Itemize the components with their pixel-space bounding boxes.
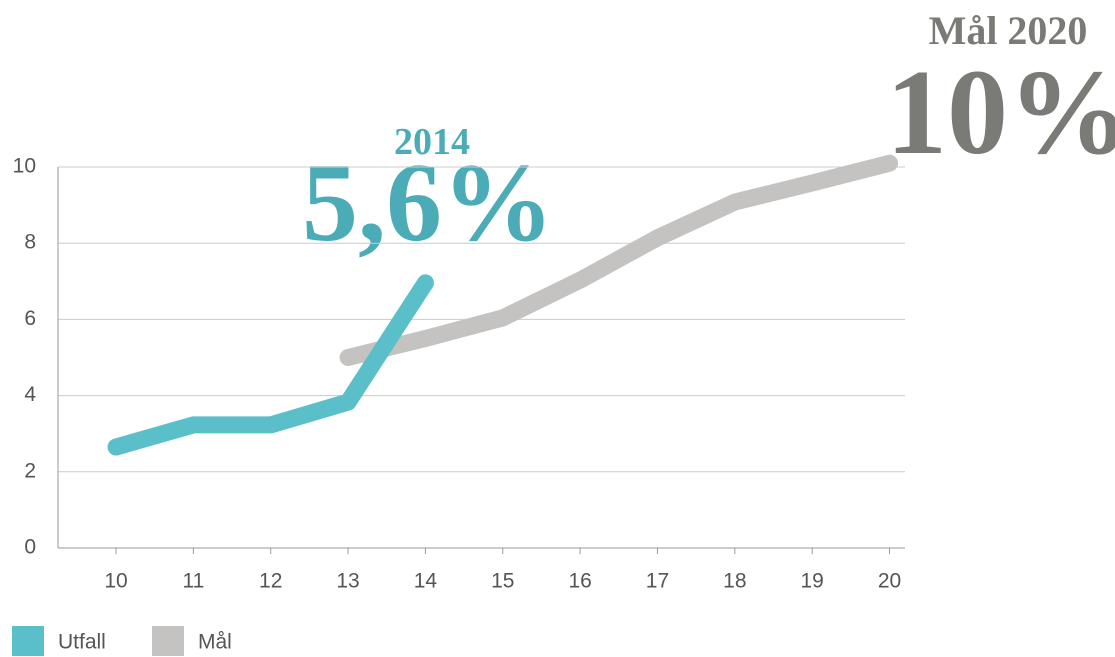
x-tick-label: 15 <box>491 570 514 593</box>
x-tick-label: 10 <box>104 570 127 593</box>
y-tick-label: 6 <box>24 307 36 330</box>
x-tick-label: 13 <box>336 570 359 593</box>
legend-label: Mål <box>198 631 232 654</box>
x-tick-label: 12 <box>259 570 282 593</box>
x-tick-label: 18 <box>723 570 746 593</box>
legend-label: Utfall <box>58 631 106 654</box>
y-tick-label: 8 <box>24 231 36 254</box>
legend-swatch <box>12 626 44 656</box>
x-tick-label: 20 <box>878 570 901 593</box>
y-tick-label: 10 <box>13 155 36 178</box>
x-tick-label: 19 <box>800 570 823 593</box>
series-line <box>339 154 899 366</box>
x-tick-label: 16 <box>568 570 591 593</box>
y-tick-label: 0 <box>24 536 36 559</box>
y-tick-label: 2 <box>24 459 36 482</box>
annotation-year: 2014 <box>394 121 470 163</box>
annotation-value: 5,6% <box>302 141 554 265</box>
series-line <box>107 274 434 456</box>
x-tick-label: 11 <box>182 570 204 593</box>
x-tick-label: 17 <box>646 570 669 593</box>
annotation-goal-label: Mål 2020 <box>929 8 1088 53</box>
legend-swatch <box>152 626 184 656</box>
annotation-goal-value: 10% <box>886 45 1115 180</box>
y-tick-label: 4 <box>24 383 36 406</box>
x-tick-label: 14 <box>414 570 438 593</box>
